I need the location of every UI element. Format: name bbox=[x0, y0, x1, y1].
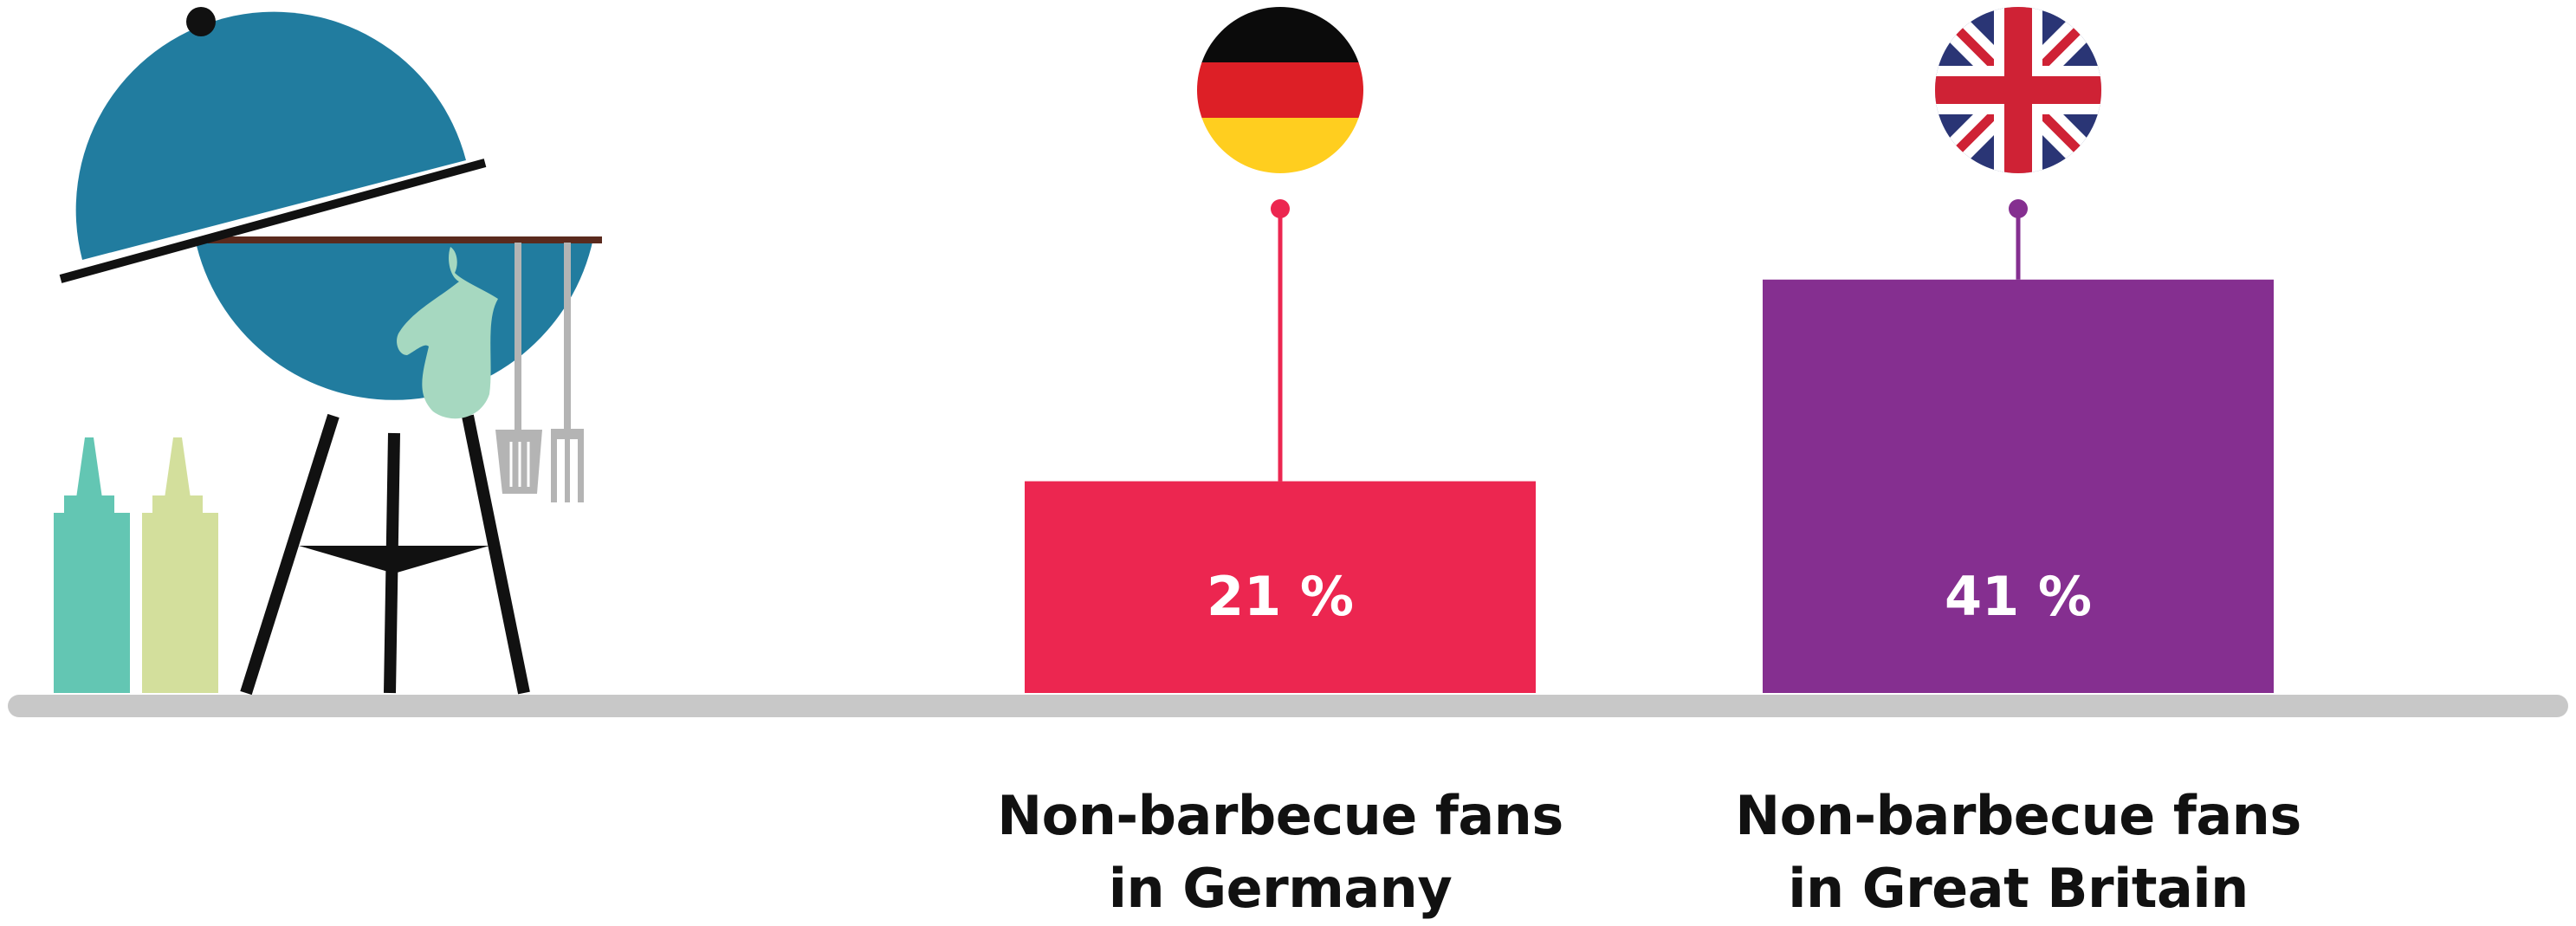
flag-pointer-dot bbox=[2009, 199, 2028, 218]
bar-value-label: 21 % bbox=[1207, 565, 1354, 628]
grill-lid-knob bbox=[186, 7, 216, 36]
grill-lid bbox=[75, 11, 466, 260]
united-kingdom-flag-icon bbox=[1935, 7, 2101, 173]
condiment-bottle-icon bbox=[142, 437, 218, 693]
barbecue-grill-illustration bbox=[54, 7, 602, 696]
grill-fork-icon bbox=[551, 243, 584, 502]
oven-mitt-icon bbox=[397, 247, 498, 419]
grill-brace bbox=[299, 546, 489, 573]
grill-lid-edge bbox=[59, 159, 487, 283]
bar bbox=[1763, 279, 2274, 693]
spatula-icon bbox=[495, 243, 542, 494]
grill-leg bbox=[462, 414, 530, 695]
grill-leg bbox=[240, 413, 340, 696]
condiment-bottle-icon bbox=[54, 437, 130, 693]
bar-category-label: Non-barbecue fans in Germany bbox=[997, 784, 1563, 920]
bar-category-label: Non-barbecue fans in Great Britain bbox=[1735, 784, 2301, 920]
grill-bowl bbox=[195, 238, 593, 400]
bar-value-label: 41 % bbox=[1945, 565, 2092, 628]
flag-pointer-dot bbox=[1271, 199, 1290, 218]
bar bbox=[1025, 481, 1536, 693]
germany-flag-icon bbox=[1197, 7, 1363, 173]
